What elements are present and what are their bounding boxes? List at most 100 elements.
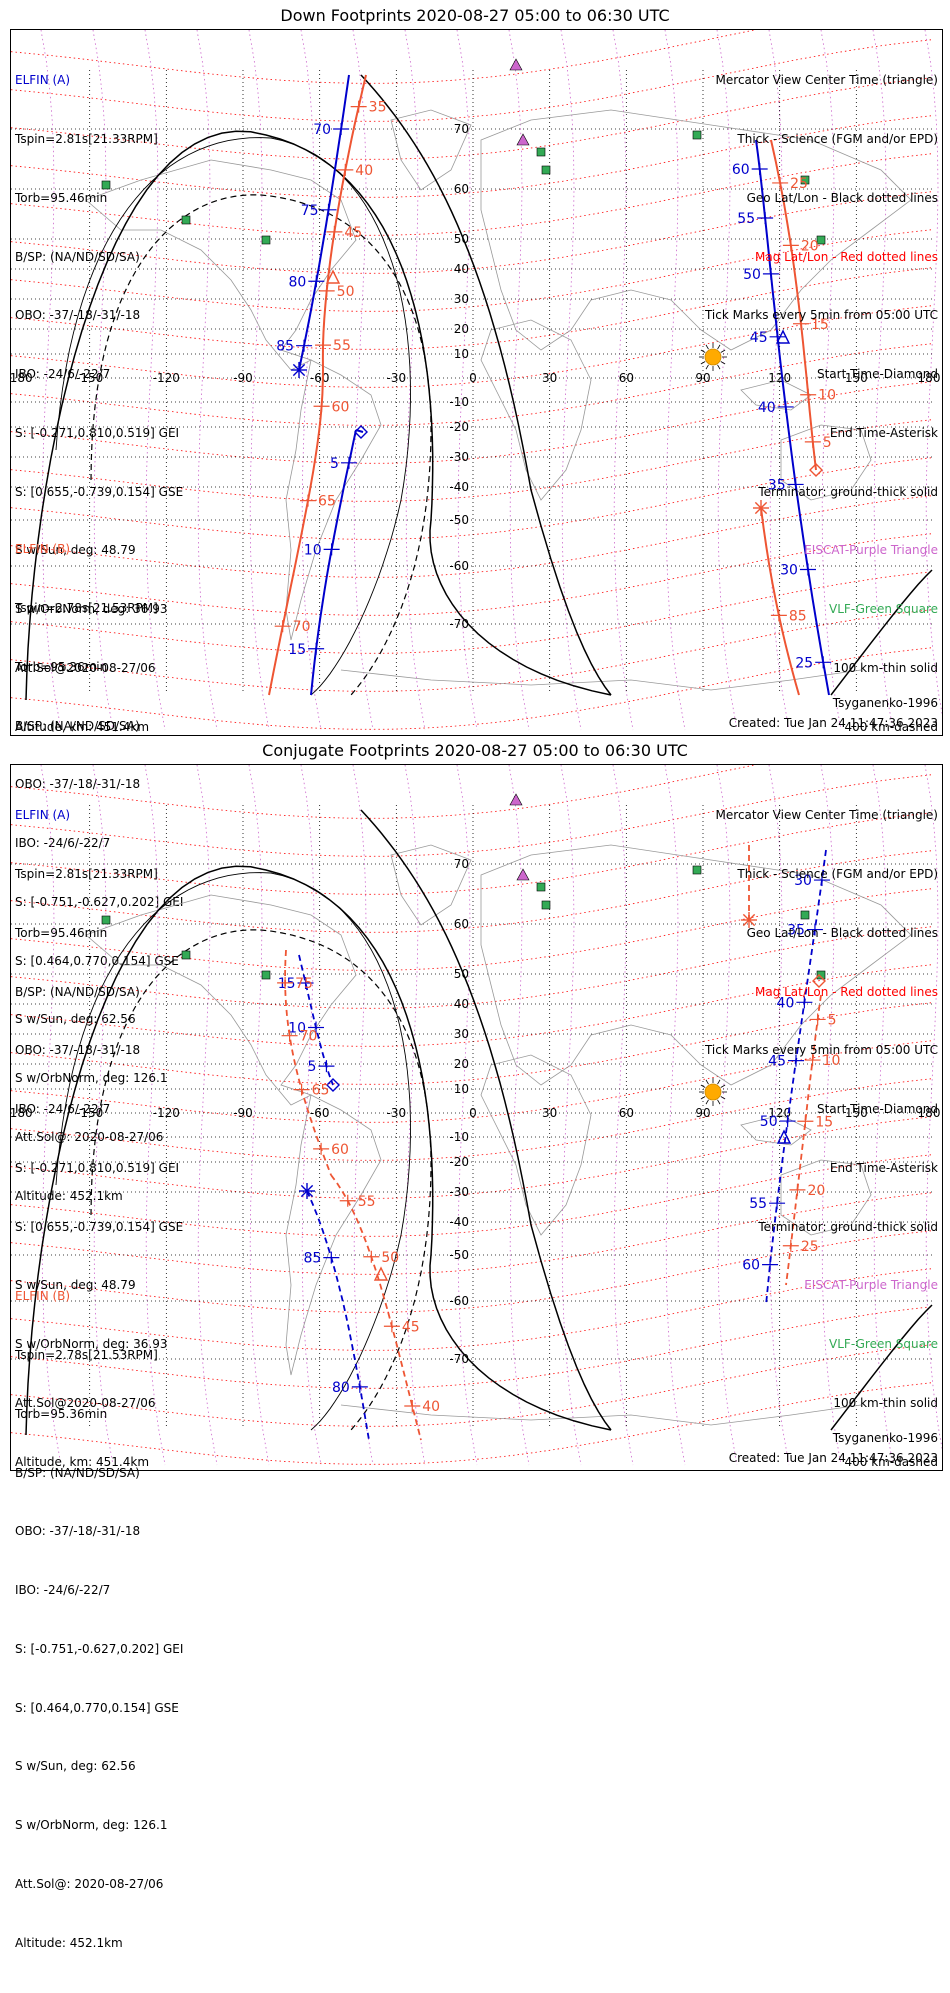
lon-tick-label: 60 (619, 371, 634, 385)
continent-outline (340, 1404, 862, 1426)
legend-item: Geo Lat/Lon - Black dotted lines (746, 190, 938, 205)
lat-tick-label: -60 (449, 559, 469, 573)
mag-lon-line (560, 765, 582, 1466)
legend-item: Mag Lat/Lon - Red dotted lines (754, 249, 938, 264)
lat-tick-label: 40 (454, 997, 469, 1011)
mag-lon-line (560, 30, 582, 731)
mag-lat-line (11, 77, 932, 160)
lon-tick-label: 90 (695, 1106, 710, 1120)
lon-tick-label: 180 (918, 371, 941, 385)
lat-tick-label: 70 (454, 857, 469, 871)
end-asterisk (742, 913, 756, 927)
info-line: Att.Sol@2020-08-27/06 (15, 1396, 156, 1410)
info-line: IBO: -24/6/-22/7 (15, 1583, 111, 1598)
mag-lon-line (300, 30, 322, 731)
mag-lon-line (92, 765, 114, 1466)
info-line: Torb=95.36min (15, 1406, 108, 1421)
terminator-ground (830, 1304, 933, 1431)
lon-tick-label: 60 (619, 1106, 634, 1120)
eiscat-triangle (509, 793, 523, 806)
legend-item: End Time-Asterisk (829, 1160, 938, 1175)
panel2-elfin-b-info: ELFIN (B) Tspin=2.78s[21.53RPM] Torb=95.… (15, 1248, 183, 1993)
elfin-b-tick-label: 20 (807, 1183, 825, 1199)
mag-lon-line (768, 30, 790, 731)
info-line: B/SP: (NA/ND/SD/SA) (15, 249, 140, 264)
info-line: Torb=95.46min (15, 190, 108, 205)
sun-icon (704, 1083, 722, 1101)
mag-lat-line (11, 1306, 932, 1389)
elfin-b-tick-label: 70 (300, 1029, 318, 1045)
mag-lon-line (40, 30, 62, 731)
vlf-square (181, 215, 191, 225)
lat-tick-label: -60 (449, 1294, 469, 1308)
center-triangle (776, 1129, 792, 1144)
lon-tick-label: -150 (76, 371, 103, 385)
lon-tick-label: -30 (387, 371, 407, 385)
sun-ray (700, 349, 706, 353)
sun-ray (717, 1099, 721, 1105)
legend-item: Terminator: ground-thick solid (758, 484, 938, 499)
info-line: IBO: -24/6/-22/7 (15, 1102, 111, 1117)
info-line: Tspin=2.78s[21.53RPM] (15, 1347, 158, 1362)
panel2-map: -180-150-120-90-60-300306090120150180706… (10, 764, 943, 1950)
elfin-b-tick-label: 20 (801, 238, 819, 254)
legend-item: Tick Marks every 5min from 05:00 UTC (704, 308, 938, 323)
legend-item: VLF-Green Square (829, 1337, 938, 1352)
legend-item: Thick - Science (FGM and/or EPD) (737, 866, 938, 881)
eiscat-triangle (516, 868, 530, 881)
mag-lat-line (11, 1040, 932, 1123)
terminator-ground (360, 74, 612, 696)
info-line: Att.Sol@2020-08-27/06 (15, 661, 156, 675)
info-line: S w/Sun, deg: 62.56 (15, 1012, 136, 1027)
legend-item: Geo Lat/Lon - Black dotted lines (746, 925, 938, 940)
elfin-a-tick-label: 80 (289, 274, 307, 290)
lat-tick-label: 70 (454, 122, 469, 136)
elfin-a-tick-label: 45 (750, 330, 768, 346)
mag-lon-line (404, 765, 426, 1466)
mag-lon-line (508, 30, 530, 731)
lat-tick-label: -30 (449, 1185, 469, 1199)
mag-lat-line (11, 609, 932, 692)
elfin-b-track (330, 1174, 422, 1441)
vlf-square (816, 970, 826, 980)
continent-outline (85, 894, 357, 1106)
legend-item: 100 km-thin solid (833, 1396, 938, 1410)
lat-tick-label: 10 (454, 347, 469, 361)
mag-lat-line (11, 1192, 932, 1275)
info-line: S: [0.655,-0.739,0.154] GSE (15, 1219, 184, 1234)
vlf-square (101, 915, 111, 925)
info-line: Tspin=2.81s[21.33RPM] (15, 866, 158, 881)
mag-lat-line (11, 571, 932, 654)
continent-outline (480, 319, 592, 501)
info-line: Altitude, km: 451.4km (15, 719, 150, 734)
lat-tick-label: 40 (454, 262, 469, 276)
mag-lat-line (11, 381, 932, 464)
end-asterisk (300, 1184, 314, 1198)
sun-ray (705, 1099, 709, 1105)
elfin-a-tick-label: 15 (278, 976, 296, 992)
panel1-elfin-a-info: ELFIN (A) Tspin=2.81s[21.33RPM] Torb=95.… (15, 32, 183, 777)
elfin-b-tick-label: 75 (295, 976, 313, 992)
info-line: IBO: -24/6/-22/7 (15, 836, 111, 851)
elfin-a-tick-label: 60 (742, 1258, 760, 1274)
elfin-b-tick-label: 50 (381, 1250, 399, 1266)
mag-lon-line (144, 765, 166, 1466)
mag-lat-line (11, 647, 932, 730)
mag-lat-line (11, 1116, 932, 1199)
elfin-b-tick-label: 45 (344, 225, 362, 241)
lat-tick-label: -70 (449, 1352, 469, 1366)
elfin-b-tick-label: 10 (818, 388, 836, 404)
mag-lon-line (716, 30, 738, 731)
panel1-title: Down Footprints 2020-08-27 05:00 to 06:3… (280, 6, 670, 25)
elfin-b-track (321, 74, 367, 371)
info-line: OBO: -37/-18/-31/-18 (15, 777, 141, 792)
info-line: IBO: -24/6/-22/7 (15, 367, 111, 382)
mag-lat-line (11, 191, 932, 274)
continent-outline (480, 109, 912, 351)
elfin-a-tick-label: 10 (304, 542, 322, 558)
mag-lat-line (11, 457, 932, 540)
mag-lat-line (11, 774, 932, 857)
panel1-legend: Mercator View Center Time (triangle) Thi… (705, 32, 938, 777)
continent-outline (85, 159, 357, 371)
sun-icon (704, 348, 722, 366)
